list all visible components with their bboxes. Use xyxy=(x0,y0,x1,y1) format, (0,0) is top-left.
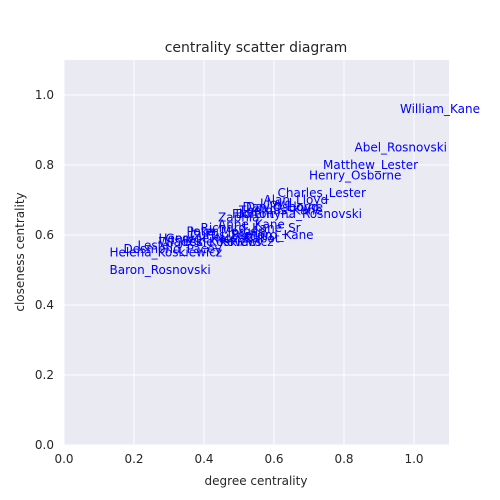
point-label: Peter xyxy=(187,225,218,239)
point-label: William_Kane xyxy=(400,102,480,116)
plot-background xyxy=(64,60,449,445)
point-label: Kate_Cabot xyxy=(211,232,280,246)
point-label: Henry xyxy=(159,232,195,246)
point-label: Charles_Lester xyxy=(278,186,366,200)
y-tick-label: 0.4 xyxy=(35,298,54,312)
x-tick-label: 0.8 xyxy=(334,452,353,466)
point-label: Florentyna_Rosnovski xyxy=(232,207,362,221)
x-tick-label: 0.6 xyxy=(264,452,283,466)
point-label: Lester xyxy=(138,239,175,253)
point-label: Abel_Rosnovski xyxy=(355,141,448,155)
point-label: David_Lloyd xyxy=(246,200,319,214)
point-label: Thomas_Kane xyxy=(238,204,323,218)
y-tick-label: 0.0 xyxy=(35,438,54,452)
grid-lines xyxy=(63,60,449,446)
x-tick-label: 0.0 xyxy=(54,452,73,466)
x-tick-labels: 0.0 0.2 0.4 0.6 0.8 1.0 xyxy=(54,452,423,466)
point-label: Wladek_Koskiewicz xyxy=(159,235,274,249)
point-label: Henry_Osborne xyxy=(309,169,401,183)
point-label: Desmond_Pacey xyxy=(124,242,222,256)
point-label: Dan_Osborne xyxy=(243,200,324,214)
point-label: Curtis_Fenton xyxy=(190,228,272,242)
y-tick-label: 0.6 xyxy=(35,228,54,242)
point-label: George_Novak xyxy=(166,232,254,246)
point-label: Baron_Rosnovski xyxy=(110,263,211,277)
point-label: Anne_Kane xyxy=(218,218,285,232)
point-label: Alan_Lloyd xyxy=(264,193,329,207)
data-point-labels: William_Kane Abel_Rosnovski Matthew_Lester… xyxy=(110,102,480,277)
point-label: Zaphia xyxy=(218,211,259,225)
point-label: Jake_Morgan xyxy=(189,225,266,239)
x-axis-label: degree centrality xyxy=(205,474,308,488)
point-label: Matthew_Lester xyxy=(323,158,418,172)
chart-title: centrality scatter diagram xyxy=(165,40,348,56)
point-label: Richard_Kane_Sr xyxy=(201,221,301,235)
point-label: Jessie_Kovacs xyxy=(179,235,262,249)
y-axis-label: closeness centrality xyxy=(13,192,27,311)
x-tick-label: 0.2 xyxy=(124,452,143,466)
x-tick-label: 1.0 xyxy=(404,452,423,466)
y-tick-label: 1.0 xyxy=(35,88,54,102)
point-label: Helena_Koskiewicz xyxy=(110,246,223,260)
point-label: Bolton xyxy=(236,207,275,221)
point-label: Richard_Kane xyxy=(232,228,314,242)
y-tick-label: 0.8 xyxy=(35,158,54,172)
x-tick-label: 0.4 xyxy=(194,452,213,466)
y-tick-labels: 0.0 0.2 0.4 0.6 0.8 1.0 xyxy=(35,88,54,452)
y-tick-label: 0.2 xyxy=(35,368,54,382)
point-label: Lloyd xyxy=(260,197,292,211)
